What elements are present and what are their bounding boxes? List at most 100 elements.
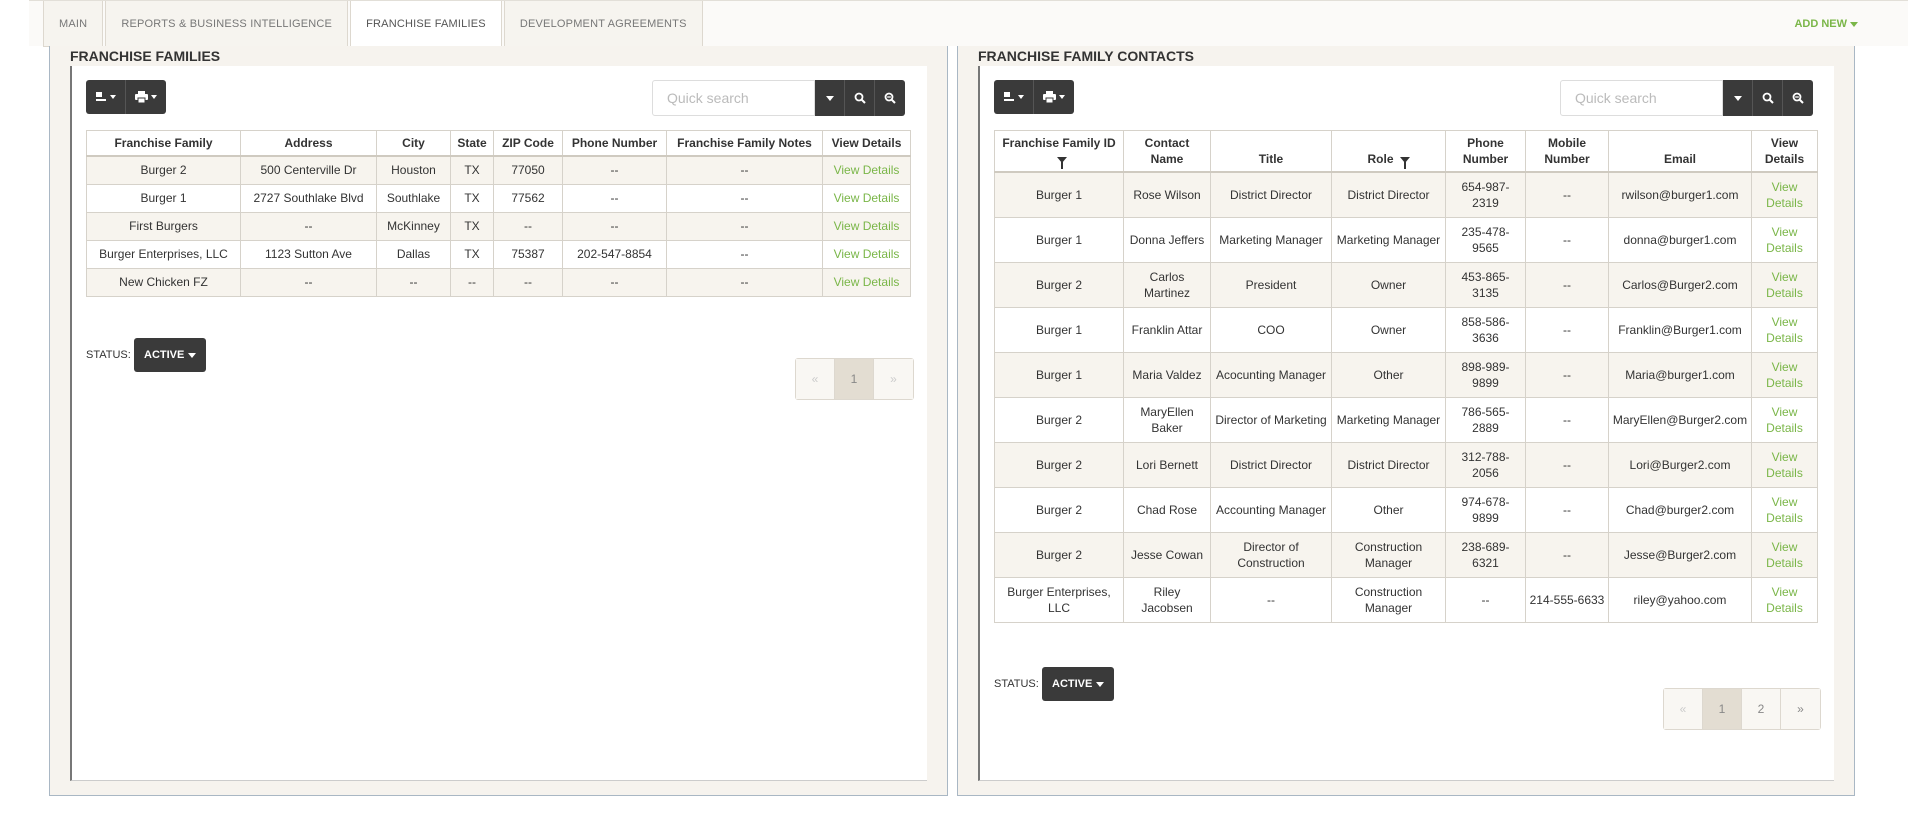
search-options-button[interactable]	[1723, 80, 1753, 116]
table-cell: TX	[450, 211, 494, 241]
search-options-button[interactable]	[815, 80, 845, 116]
view-details-link[interactable]: View Details	[1751, 531, 1818, 578]
table-cell: --	[1525, 216, 1609, 263]
print-button[interactable]	[126, 80, 166, 114]
search-button[interactable]	[845, 80, 875, 116]
table-cell: Construction Manager	[1331, 531, 1446, 578]
table-cell: --	[1525, 351, 1609, 398]
table-cell: Marketing Manager	[1331, 216, 1446, 263]
panel-body: Franchise Family ID Contact Name Title R…	[978, 66, 1834, 781]
panel-title: FRANCHISE FAMILY CONTACTS	[978, 48, 1194, 64]
column-header[interactable]: Address	[240, 130, 377, 157]
table-cell: --	[450, 267, 494, 297]
search-input[interactable]	[652, 80, 815, 116]
status-label: STATUS:	[86, 349, 131, 361]
pagination-page[interactable]: 1	[835, 359, 874, 399]
column-header[interactable]: Franchise Family Notes	[666, 130, 823, 157]
add-new-button[interactable]: ADD NEW	[1794, 18, 1858, 30]
pagination-next[interactable]: »	[874, 359, 913, 399]
print-button[interactable]	[1034, 80, 1074, 114]
pagination-page[interactable]: 1	[1703, 689, 1742, 729]
column-header[interactable]: City	[376, 130, 451, 157]
caret-down-icon	[825, 95, 834, 101]
table-cell: Jesse Cowan	[1123, 531, 1211, 578]
table-header-row: Franchise Family ID Contact Name Title R…	[994, 130, 1818, 173]
table-cell: --	[240, 211, 377, 241]
tab-development-agreements[interactable]: DEVELOPMENT AGREEMENTS	[503, 1, 703, 47]
view-details-link[interactable]: View Details	[1751, 216, 1818, 263]
table-cell: 312-788-2056	[1445, 441, 1526, 488]
column-header[interactable]: View Details	[822, 130, 911, 157]
tab-reports[interactable]: REPORTS & BUSINESS INTELLIGENCE	[105, 1, 349, 47]
column-header[interactable]: Contact Name	[1123, 130, 1211, 173]
column-header[interactable]: Phone Number	[562, 130, 667, 157]
table-cell: Maria Valdez	[1123, 351, 1211, 398]
table-cell: 77562	[493, 183, 563, 213]
zoom-out-button[interactable]	[875, 80, 905, 116]
column-header[interactable]: ZIP Code	[493, 130, 563, 157]
view-details-link[interactable]: View Details	[1751, 171, 1818, 218]
caret-down-icon	[151, 95, 157, 99]
column-settings-button[interactable]	[86, 80, 126, 114]
column-header[interactable]: Title	[1210, 130, 1332, 173]
filter-icon[interactable]	[1057, 156, 1067, 169]
column-settings-button[interactable]	[994, 80, 1034, 114]
table-row: Burger 2 500 Centerville Dr Houston TX 77050…	[86, 155, 911, 185]
table-cell: Franklin@Burger1.com	[1608, 306, 1752, 353]
view-details-link[interactable]: View Details	[1751, 306, 1818, 353]
table-row: Burger 1 Donna Jeffers Marketing Manager Ma…	[994, 216, 1818, 263]
table-cell: Burger 2	[994, 396, 1124, 443]
table-cell: 898-989-9899	[1445, 351, 1526, 398]
table-cell: --	[562, 267, 667, 297]
table-cell: Houston	[376, 155, 451, 185]
view-details-link[interactable]: View Details	[1751, 486, 1818, 533]
view-details-link[interactable]: View Details	[1751, 576, 1818, 623]
filter-icon[interactable]	[1399, 156, 1410, 169]
table-row: New Chicken FZ -- -- -- -- -- -- View Details	[86, 267, 911, 297]
pagination-page[interactable]: 2	[1742, 689, 1781, 729]
table-cell: Carlos Martinez	[1123, 261, 1211, 308]
view-details-link[interactable]: View Details	[1751, 441, 1818, 488]
franchise-families-panel: FRANCHISE FAMILIES	[49, 46, 948, 796]
caret-down-icon	[1850, 21, 1858, 27]
table-cell: 786-565-2889	[1445, 396, 1526, 443]
search-button[interactable]	[1753, 80, 1783, 116]
table-row: Burger 2 MaryEllen Baker Director of Marke…	[994, 396, 1818, 443]
view-details-link[interactable]: View Details	[1751, 351, 1818, 398]
caret-down-icon	[1733, 95, 1742, 101]
view-details-link[interactable]: View Details	[822, 183, 911, 213]
table-cell: Burger Enterprises, LLC	[86, 239, 241, 269]
status-filter-button[interactable]: ACTIVE	[134, 338, 207, 372]
view-details-link[interactable]: View Details	[1751, 396, 1818, 443]
table-cell: TX	[450, 155, 494, 185]
table-cell: Owner	[1331, 306, 1446, 353]
table-cell: President	[1210, 261, 1332, 308]
column-header[interactable]: Franchise Family	[86, 130, 241, 157]
column-header[interactable]: Email	[1608, 130, 1752, 173]
pagination-prev[interactable]: «	[796, 359, 835, 399]
pagination-next[interactable]: »	[1781, 689, 1820, 729]
view-details-link[interactable]: View Details	[822, 211, 911, 241]
table-cell: --	[666, 183, 823, 213]
pagination-prev[interactable]: «	[1664, 689, 1703, 729]
view-details-link[interactable]: View Details	[822, 239, 911, 269]
column-header[interactable]: Phone Number	[1445, 130, 1526, 173]
table-cell: --	[1525, 441, 1609, 488]
tab-main[interactable]: MAIN	[43, 1, 104, 47]
column-header[interactable]: Role	[1331, 130, 1446, 173]
table-cell: Burger 2	[86, 155, 241, 185]
tab-franchise-families[interactable]: FRANCHISE FAMILIES	[350, 1, 502, 47]
status-filter-button[interactable]: ACTIVE	[1042, 667, 1115, 701]
zoom-out-button[interactable]	[1783, 80, 1813, 116]
column-header[interactable]: State	[450, 130, 494, 157]
column-header[interactable]: View Details	[1751, 130, 1818, 173]
view-details-link[interactable]: View Details	[822, 267, 911, 297]
column-header[interactable]: Mobile Number	[1525, 130, 1609, 173]
view-details-link[interactable]: View Details	[1751, 261, 1818, 308]
search-input[interactable]	[1560, 80, 1723, 116]
table-row: Burger Enterprises, LLC Riley Jacobsen -- C…	[994, 576, 1818, 623]
column-header-label: Franchise Family ID	[1002, 136, 1116, 150]
column-header[interactable]: Franchise Family ID	[994, 130, 1124, 173]
view-details-link[interactable]: View Details	[822, 155, 911, 185]
table-cell: --	[1525, 306, 1609, 353]
